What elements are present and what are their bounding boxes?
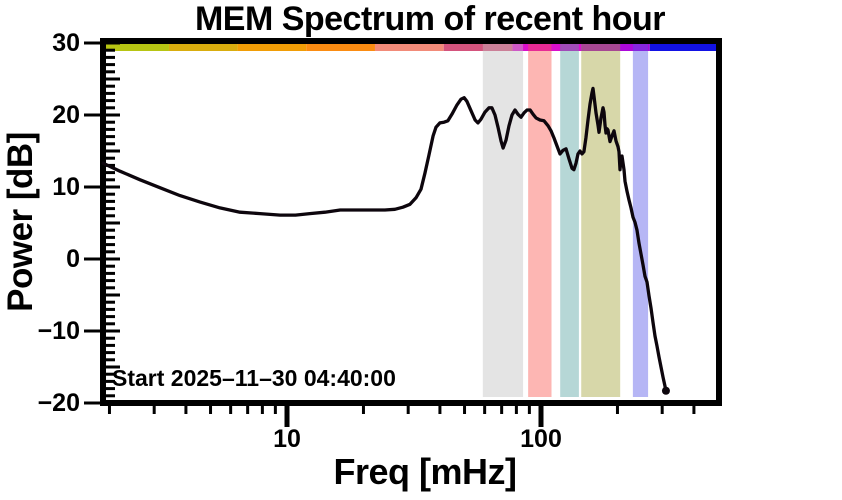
y-tick-label-30: 30 (52, 29, 80, 57)
y-tick-label-0: 0 (66, 245, 80, 273)
colorbar-segment-1 (168, 44, 238, 51)
x-tick-label-10: 10 (273, 425, 301, 453)
colorbar-segment-8 (649, 44, 717, 51)
y-tick-label-neg20: −20 (37, 389, 80, 417)
x-tick-label-100: 100 (520, 425, 562, 453)
band-pink (528, 44, 552, 397)
colorbar-segment-7 (581, 44, 650, 51)
plot-title: MEM Spectrum of recent hour (194, 0, 666, 38)
y-tick-label-10: 10 (52, 173, 80, 201)
colorbar-segment-6 (512, 44, 582, 51)
y-tick-label-20: 20 (52, 101, 80, 129)
colorbar-segment-2 (237, 44, 307, 51)
band-lavender (632, 44, 649, 397)
band-khaki (581, 44, 621, 397)
band-teal (560, 44, 579, 397)
curve-end-dot (661, 386, 670, 395)
colorbar-segment-4 (374, 44, 444, 51)
plot-frame (100, 38, 722, 406)
spectrum-curve (101, 86, 668, 393)
y-axis-label: Power [dB] (1, 132, 40, 312)
colorbar-segment-3 (306, 44, 375, 51)
colorbar-segment-0 (106, 44, 169, 51)
colorbar-segment-5 (443, 44, 513, 51)
start-time-annotation: Start 2025–11–30 04:40:00 (112, 365, 396, 391)
y-tick-label-neg10: −10 (37, 317, 80, 345)
x-axis-label: Freq [mHz] (333, 451, 518, 492)
band-gray (482, 44, 524, 397)
